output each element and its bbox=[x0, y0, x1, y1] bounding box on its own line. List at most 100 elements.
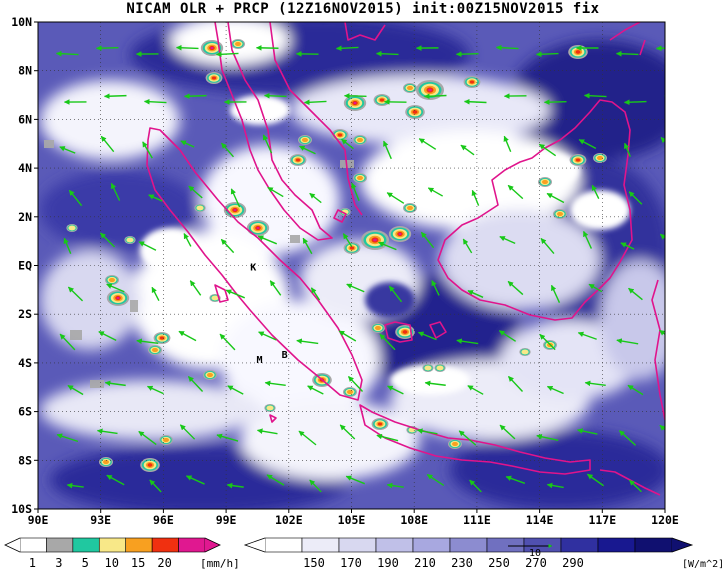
olr-tick-label: 230 bbox=[451, 556, 473, 570]
lat-tick-label: 6S bbox=[18, 405, 32, 419]
precip-colorbar-min-arrow bbox=[4, 537, 21, 553]
wind-vector bbox=[538, 143, 557, 157]
wind-vector bbox=[456, 338, 479, 345]
wind-vector bbox=[591, 184, 600, 199]
wind-vector bbox=[309, 479, 322, 493]
precip-cell bbox=[140, 458, 160, 472]
precip-cell bbox=[405, 105, 425, 119]
olr-tick-label: 270 bbox=[525, 556, 547, 570]
coast-gulf-thailand bbox=[269, 22, 363, 216]
lon-tick-label: 120E bbox=[651, 513, 679, 527]
precip-cell bbox=[343, 242, 361, 254]
figure-title: NICAM OLR + PRCP (12Z16NOV2015) init:00Z… bbox=[126, 1, 600, 17]
olr-tick-label: 190 bbox=[377, 556, 399, 570]
wind-vector bbox=[666, 477, 685, 483]
wind-vector bbox=[298, 430, 317, 446]
wind-vector bbox=[296, 338, 319, 345]
olr-unit-label: [W/m^2] bbox=[682, 559, 724, 570]
wind-vector bbox=[588, 283, 603, 293]
wind-vector bbox=[628, 191, 643, 205]
wind-vectors bbox=[55, 44, 685, 493]
wind-vector bbox=[427, 187, 444, 197]
wind-vector bbox=[426, 473, 445, 487]
wind-vector bbox=[269, 280, 282, 296]
wind-vector bbox=[63, 237, 72, 254]
precip-unit-label: [mm/h] bbox=[200, 557, 240, 570]
coast-riau-islands bbox=[333, 209, 347, 223]
wind-vector bbox=[462, 238, 473, 254]
lat-tick-label: 10S bbox=[11, 502, 32, 516]
wind-vector bbox=[628, 287, 643, 301]
wind-vector bbox=[189, 280, 202, 296]
wind-vector bbox=[546, 192, 565, 204]
coast-philippines bbox=[609, 22, 646, 56]
wind-vector bbox=[178, 330, 197, 342]
coast-borneo bbox=[437, 99, 633, 321]
coast-enggano bbox=[269, 414, 277, 423]
lat-tick-label: 8N bbox=[18, 64, 32, 78]
wind-vector bbox=[175, 44, 199, 51]
precip-cell bbox=[569, 154, 587, 166]
precip-cell bbox=[159, 435, 173, 445]
lat-tick-label: 2N bbox=[18, 210, 32, 224]
wind-vector bbox=[95, 45, 119, 51]
coast-java bbox=[359, 404, 591, 475]
wind-vector bbox=[230, 188, 241, 208]
lat-tick-label: 6N bbox=[18, 112, 32, 126]
olr-colorbar-segment bbox=[412, 537, 451, 553]
precip-cell bbox=[194, 204, 206, 212]
wind-vector bbox=[424, 380, 446, 387]
wind-vector bbox=[672, 279, 680, 298]
wind-vector bbox=[418, 138, 437, 150]
wind-vector bbox=[540, 238, 555, 254]
precip-cell bbox=[519, 348, 531, 356]
lat-tick-label: 10N bbox=[11, 15, 32, 29]
lon-tick-label: 108E bbox=[400, 513, 428, 527]
precip-colorbar-segment bbox=[46, 537, 74, 553]
wind-vector bbox=[659, 424, 665, 431]
precip-cell bbox=[153, 332, 171, 344]
olr-tick-label: 170 bbox=[340, 556, 362, 570]
coast-belitung bbox=[429, 321, 447, 339]
wind-vector bbox=[148, 194, 163, 202]
wind-vector bbox=[55, 50, 79, 57]
lat-tick-label: 4N bbox=[18, 161, 32, 175]
olr-field bbox=[40, 22, 665, 509]
olr-colorbar-segment bbox=[338, 537, 377, 553]
wind-vector bbox=[151, 286, 160, 301]
wind-vector bbox=[386, 192, 405, 204]
precip-cell bbox=[593, 153, 607, 163]
wind-vector bbox=[507, 375, 524, 393]
precip-tick-label: 1 bbox=[29, 556, 36, 570]
wind-vector bbox=[227, 385, 244, 395]
wind-vector bbox=[146, 385, 164, 395]
lon-tick-label: 105E bbox=[338, 513, 366, 527]
wind-vector bbox=[226, 482, 244, 489]
wind-vector bbox=[345, 475, 365, 485]
wind-vector bbox=[303, 99, 327, 106]
precip-cell bbox=[66, 224, 78, 232]
wind-vector bbox=[431, 280, 440, 296]
wind-vector bbox=[507, 280, 524, 296]
lat-tick-label: 4S bbox=[18, 356, 32, 370]
wind-vector bbox=[629, 479, 642, 493]
precip-cell bbox=[538, 177, 552, 187]
wind-vector bbox=[110, 182, 121, 201]
precip-cell bbox=[264, 404, 276, 412]
wind-vector bbox=[615, 50, 639, 57]
precip-cell bbox=[371, 323, 385, 333]
wind-vector bbox=[104, 380, 126, 387]
wind-vector bbox=[99, 232, 116, 248]
place-marker-b: B bbox=[282, 350, 288, 361]
precip-cell bbox=[568, 45, 588, 59]
wind-vector bbox=[138, 241, 157, 251]
precip-cell bbox=[361, 230, 389, 250]
wind-vector bbox=[258, 331, 277, 341]
olr-detail bbox=[140, 95, 630, 395]
wind-vector bbox=[221, 142, 234, 158]
olr-tick-label: 210 bbox=[414, 556, 436, 570]
wind-vector bbox=[469, 479, 482, 493]
lat-tick-label: 8S bbox=[18, 453, 32, 467]
wind-vector bbox=[423, 93, 447, 100]
